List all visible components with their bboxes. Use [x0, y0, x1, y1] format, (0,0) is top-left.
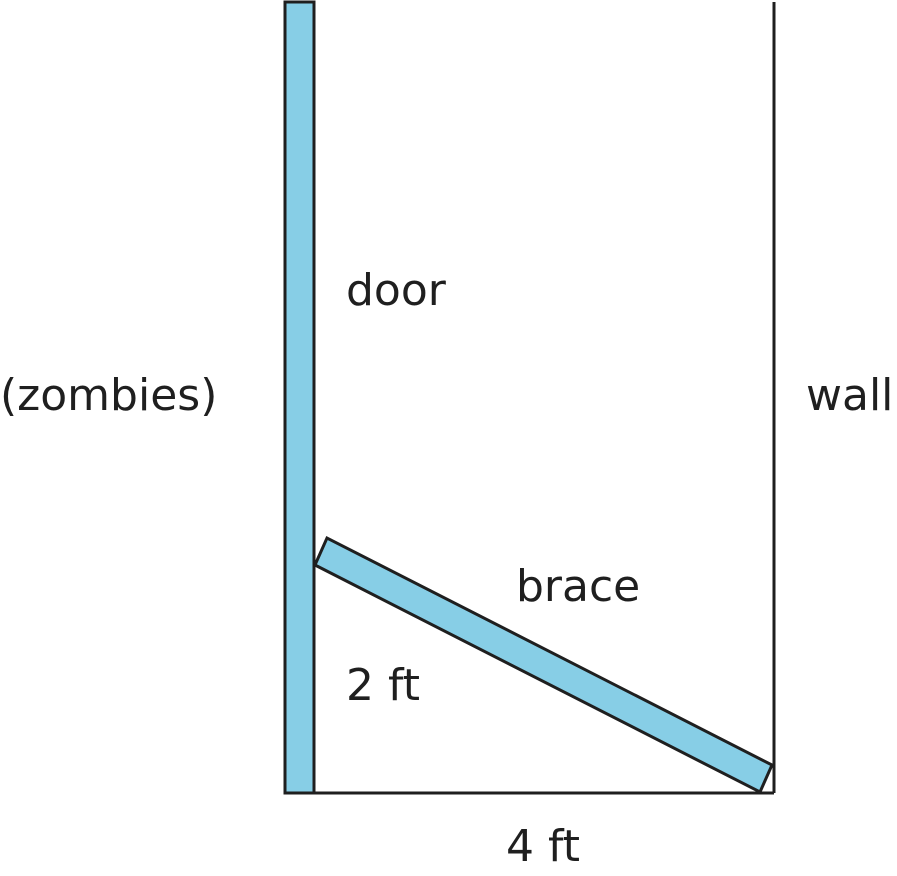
base-label: 4 ft	[506, 821, 580, 872]
brace-label: brace	[516, 561, 640, 612]
outside-label: (zombies)	[0, 370, 217, 421]
door-board	[283, 0, 316, 795]
wall-label: wall	[806, 370, 893, 421]
brace-board	[313, 535, 774, 795]
door-label: door	[346, 265, 447, 316]
height-label: 2 ft	[346, 660, 420, 711]
